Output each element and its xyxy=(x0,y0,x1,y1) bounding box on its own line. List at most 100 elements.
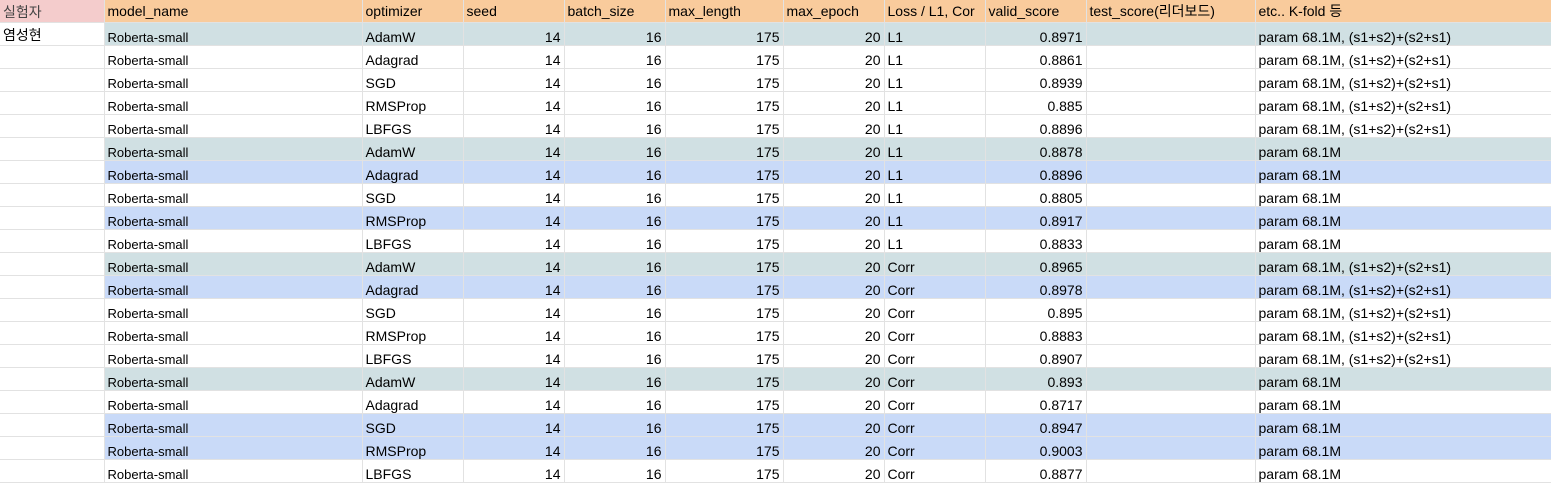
valid-score-cell[interactable]: 0.9003 xyxy=(985,436,1087,460)
header-cell-max-length[interactable]: max_length xyxy=(665,0,784,23)
batch-size-cell[interactable]: 16 xyxy=(564,298,666,322)
optimizer-cell[interactable]: RMSProp xyxy=(362,206,464,230)
batch-size-cell[interactable]: 16 xyxy=(564,321,666,345)
optimizer-cell[interactable]: Adagrad xyxy=(362,275,464,299)
etc-cell[interactable]: param 68.1M xyxy=(1255,436,1551,460)
etc-cell[interactable]: param 68.1M, (s1+s2)+(s2+s1) xyxy=(1255,298,1551,322)
experimenter-cell[interactable] xyxy=(0,137,105,161)
max-epoch-cell[interactable]: 20 xyxy=(783,160,885,184)
header-cell-loss[interactable]: Loss / L1, Cor xyxy=(884,0,986,23)
model-name-cell[interactable]: Roberta-small xyxy=(104,91,363,115)
loss-cell[interactable]: Corr xyxy=(884,413,986,437)
max-epoch-cell[interactable]: 20 xyxy=(783,206,885,230)
batch-size-cell[interactable]: 16 xyxy=(564,275,666,299)
seed-cell[interactable]: 14 xyxy=(463,91,565,115)
seed-cell[interactable]: 14 xyxy=(463,68,565,92)
seed-cell[interactable]: 14 xyxy=(463,252,565,276)
seed-cell[interactable]: 14 xyxy=(463,390,565,414)
header-cell-batch-size[interactable]: batch_size xyxy=(564,0,666,23)
valid-score-cell[interactable]: 0.8947 xyxy=(985,413,1087,437)
valid-score-cell[interactable]: 0.885 xyxy=(985,91,1087,115)
optimizer-cell[interactable]: RMSProp xyxy=(362,321,464,345)
etc-cell[interactable]: param 68.1M, (s1+s2)+(s2+s1) xyxy=(1255,22,1551,46)
experimenter-cell[interactable] xyxy=(0,68,105,92)
max-length-cell[interactable]: 175 xyxy=(665,344,784,368)
test-score-cell[interactable] xyxy=(1086,229,1256,253)
valid-score-cell[interactable]: 0.8805 xyxy=(985,183,1087,207)
model-name-cell[interactable]: Roberta-small xyxy=(104,298,363,322)
test-score-cell[interactable] xyxy=(1086,206,1256,230)
loss-cell[interactable]: Corr xyxy=(884,321,986,345)
etc-cell[interactable]: param 68.1M, (s1+s2)+(s2+s1) xyxy=(1255,275,1551,299)
loss-cell[interactable]: Corr xyxy=(884,459,986,483)
max-epoch-cell[interactable]: 20 xyxy=(783,367,885,391)
etc-cell[interactable]: param 68.1M, (s1+s2)+(s2+s1) xyxy=(1255,344,1551,368)
valid-score-cell[interactable]: 0.8833 xyxy=(985,229,1087,253)
test-score-cell[interactable] xyxy=(1086,22,1256,46)
experimenter-cell[interactable] xyxy=(0,206,105,230)
optimizer-cell[interactable]: AdamW xyxy=(362,137,464,161)
max-epoch-cell[interactable]: 20 xyxy=(783,137,885,161)
batch-size-cell[interactable]: 16 xyxy=(564,160,666,184)
max-length-cell[interactable]: 175 xyxy=(665,390,784,414)
experimenter-cell[interactable] xyxy=(0,91,105,115)
model-name-cell[interactable]: Roberta-small xyxy=(104,390,363,414)
valid-score-cell[interactable]: 0.8717 xyxy=(985,390,1087,414)
max-epoch-cell[interactable]: 20 xyxy=(783,344,885,368)
max-length-cell[interactable]: 175 xyxy=(665,91,784,115)
optimizer-cell[interactable]: LBFGS xyxy=(362,114,464,138)
max-epoch-cell[interactable]: 20 xyxy=(783,229,885,253)
loss-cell[interactable]: L1 xyxy=(884,183,986,207)
test-score-cell[interactable] xyxy=(1086,114,1256,138)
header-cell-optimizer[interactable]: optimizer xyxy=(362,0,464,23)
valid-score-cell[interactable]: 0.8971 xyxy=(985,22,1087,46)
batch-size-cell[interactable]: 16 xyxy=(564,459,666,483)
max-epoch-cell[interactable]: 20 xyxy=(783,275,885,299)
experimenter-cell[interactable] xyxy=(0,45,105,69)
model-name-cell[interactable]: Roberta-small xyxy=(104,206,363,230)
optimizer-cell[interactable]: RMSProp xyxy=(362,91,464,115)
loss-cell[interactable]: Corr xyxy=(884,298,986,322)
loss-cell[interactable]: L1 xyxy=(884,91,986,115)
optimizer-cell[interactable]: AdamW xyxy=(362,22,464,46)
valid-score-cell[interactable]: 0.8907 xyxy=(985,344,1087,368)
batch-size-cell[interactable]: 16 xyxy=(564,91,666,115)
test-score-cell[interactable] xyxy=(1086,45,1256,69)
optimizer-cell[interactable]: AdamW xyxy=(362,367,464,391)
loss-cell[interactable]: L1 xyxy=(884,160,986,184)
max-length-cell[interactable]: 175 xyxy=(665,137,784,161)
experimenter-cell[interactable] xyxy=(0,367,105,391)
seed-cell[interactable]: 14 xyxy=(463,298,565,322)
max-length-cell[interactable]: 175 xyxy=(665,68,784,92)
test-score-cell[interactable] xyxy=(1086,321,1256,345)
max-length-cell[interactable]: 175 xyxy=(665,114,784,138)
valid-score-cell[interactable]: 0.8878 xyxy=(985,137,1087,161)
seed-cell[interactable]: 14 xyxy=(463,275,565,299)
batch-size-cell[interactable]: 16 xyxy=(564,252,666,276)
model-name-cell[interactable]: Roberta-small xyxy=(104,160,363,184)
etc-cell[interactable]: param 68.1M xyxy=(1255,183,1551,207)
seed-cell[interactable]: 14 xyxy=(463,45,565,69)
max-length-cell[interactable]: 175 xyxy=(665,436,784,460)
batch-size-cell[interactable]: 16 xyxy=(564,45,666,69)
test-score-cell[interactable] xyxy=(1086,91,1256,115)
max-length-cell[interactable]: 175 xyxy=(665,160,784,184)
model-name-cell[interactable]: Roberta-small xyxy=(104,344,363,368)
valid-score-cell[interactable]: 0.895 xyxy=(985,298,1087,322)
optimizer-cell[interactable]: LBFGS xyxy=(362,344,464,368)
optimizer-cell[interactable]: SGD xyxy=(362,68,464,92)
seed-cell[interactable]: 14 xyxy=(463,229,565,253)
model-name-cell[interactable]: Roberta-small xyxy=(104,22,363,46)
max-length-cell[interactable]: 175 xyxy=(665,367,784,391)
model-name-cell[interactable]: Roberta-small xyxy=(104,252,363,276)
header-cell-valid-score[interactable]: valid_score xyxy=(985,0,1087,23)
experimenter-cell[interactable] xyxy=(0,114,105,138)
experimenter-cell[interactable] xyxy=(0,229,105,253)
max-epoch-cell[interactable]: 20 xyxy=(783,436,885,460)
loss-cell[interactable]: L1 xyxy=(884,114,986,138)
batch-size-cell[interactable]: 16 xyxy=(564,206,666,230)
model-name-cell[interactable]: Roberta-small xyxy=(104,413,363,437)
valid-score-cell[interactable]: 0.8917 xyxy=(985,206,1087,230)
valid-score-cell[interactable]: 0.8939 xyxy=(985,68,1087,92)
loss-cell[interactable]: Corr xyxy=(884,275,986,299)
